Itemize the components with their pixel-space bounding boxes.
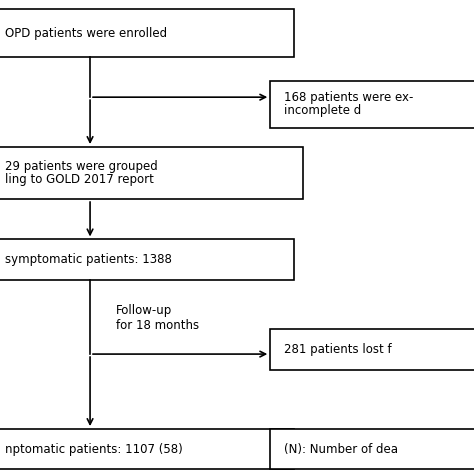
Text: symptomatic patients: 1388: symptomatic patients: 1388	[5, 253, 172, 266]
FancyBboxPatch shape	[0, 239, 294, 280]
Text: 29 patients were grouped: 29 patients were grouped	[5, 160, 157, 173]
FancyBboxPatch shape	[270, 329, 474, 370]
Text: Follow-up
for 18 months: Follow-up for 18 months	[116, 303, 199, 332]
Text: OPD patients were enrolled: OPD patients were enrolled	[5, 27, 167, 40]
FancyBboxPatch shape	[270, 429, 474, 469]
Text: incomplete d: incomplete d	[284, 104, 362, 118]
Text: (N): Number of dea: (N): Number of dea	[284, 443, 399, 456]
FancyBboxPatch shape	[0, 147, 303, 199]
Text: 281 patients lost f: 281 patients lost f	[284, 343, 392, 356]
FancyBboxPatch shape	[0, 9, 294, 57]
Text: ling to GOLD 2017 report: ling to GOLD 2017 report	[5, 173, 154, 186]
FancyBboxPatch shape	[0, 429, 294, 469]
Text: nptomatic patients: 1107 (58): nptomatic patients: 1107 (58)	[5, 443, 182, 456]
Text: 168 patients were ex-: 168 patients were ex-	[284, 91, 414, 104]
FancyBboxPatch shape	[270, 81, 474, 128]
